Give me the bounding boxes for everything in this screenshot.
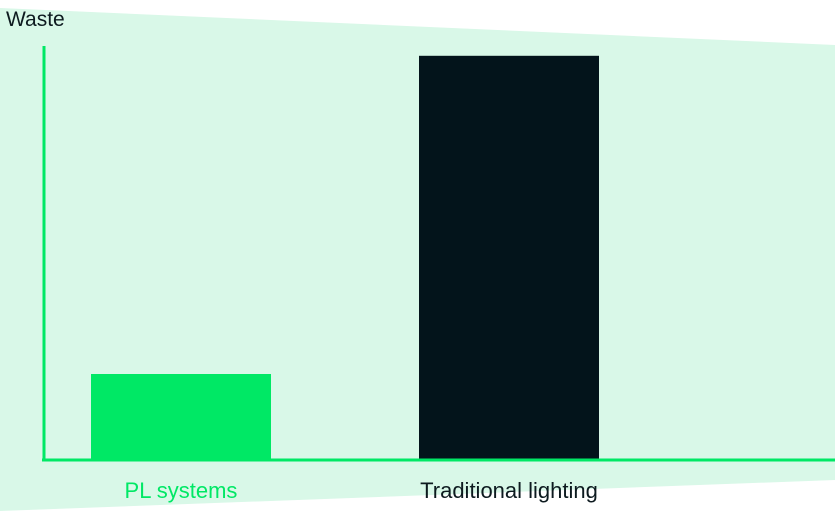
y-axis-label: Waste (6, 8, 65, 31)
bars-layer (91, 55, 599, 461)
bar-0 (91, 374, 271, 460)
category-label-1: Traditional lighting (420, 478, 598, 503)
category-label-0: PL systems (124, 478, 238, 503)
bar-1 (419, 55, 599, 461)
